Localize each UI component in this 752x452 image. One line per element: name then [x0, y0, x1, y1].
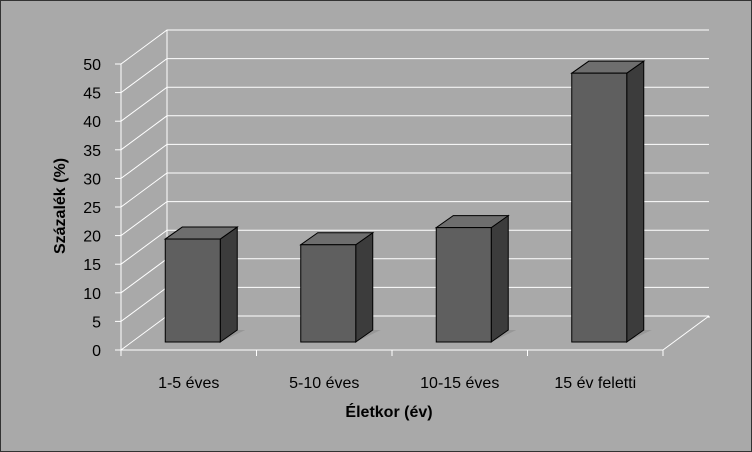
y-tick-label: 50: [83, 57, 101, 74]
bar-side: [219, 226, 238, 343]
bar-side: [355, 231, 374, 343]
y-tick-labels: 0 5 10 15 20 25 30 35 40 45 50: [83, 57, 101, 360]
x-axis-title: Életkor (év): [345, 402, 432, 421]
bar-3: [434, 214, 517, 343]
x-tick-label: 5-10 éves: [289, 375, 359, 392]
y-tick-label: 40: [83, 114, 101, 131]
y-tick-label: 45: [83, 86, 101, 103]
y-tick-label: 35: [83, 143, 101, 160]
y-tick-label: 20: [83, 229, 101, 246]
y-tick-label: 0: [92, 343, 101, 360]
axes: [115, 63, 710, 356]
y-tick-label: 10: [83, 286, 101, 303]
y-tick-label: 5: [92, 314, 101, 331]
bar-front: [300, 244, 357, 343]
bar-side: [626, 60, 645, 343]
bar-2: [299, 231, 381, 343]
bars: [163, 60, 652, 343]
bar-1: [163, 226, 246, 343]
x-tick-label: 1-5 éves: [158, 375, 219, 392]
x-tick-labels: 1-5 éves 5-10 éves 10-15 éves 15 év feletti: [158, 375, 636, 392]
x-tick-label: 10-15 éves: [420, 375, 499, 392]
y-tick-label: 30: [83, 171, 101, 188]
bar-side: [490, 214, 509, 343]
floor-right-edge: [662, 315, 710, 351]
y-axis-title: Százalék (%): [52, 158, 69, 254]
bar-front: [435, 227, 492, 343]
x-tick-label: 15 év feletti: [554, 375, 636, 392]
bar-front: [164, 238, 221, 343]
bar-front: [571, 72, 628, 343]
y-tick-label: 15: [83, 257, 101, 274]
bar-4: [570, 60, 652, 343]
y-tick-label: 25: [83, 200, 101, 217]
